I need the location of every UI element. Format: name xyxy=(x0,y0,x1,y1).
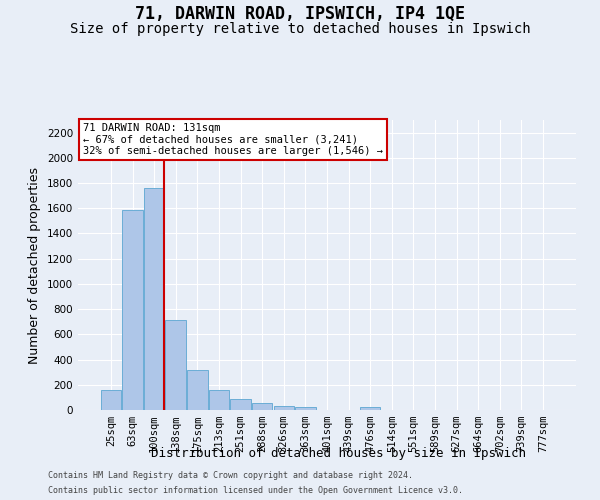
Text: 71, DARWIN ROAD, IPSWICH, IP4 1QE: 71, DARWIN ROAD, IPSWICH, IP4 1QE xyxy=(135,5,465,23)
Bar xyxy=(360,408,380,410)
Bar xyxy=(274,406,294,410)
Text: Contains public sector information licensed under the Open Government Licence v3: Contains public sector information licen… xyxy=(48,486,463,495)
Bar xyxy=(101,390,121,410)
Bar xyxy=(230,398,251,410)
Bar xyxy=(252,403,272,410)
Bar xyxy=(166,320,186,410)
Text: Size of property relative to detached houses in Ipswich: Size of property relative to detached ho… xyxy=(70,22,530,36)
Bar xyxy=(187,370,208,410)
Bar xyxy=(144,188,164,410)
Text: Contains HM Land Registry data © Crown copyright and database right 2024.: Contains HM Land Registry data © Crown c… xyxy=(48,471,413,480)
Y-axis label: Number of detached properties: Number of detached properties xyxy=(28,166,41,364)
Bar xyxy=(209,390,229,410)
Text: Distribution of detached houses by size in Ipswich: Distribution of detached houses by size … xyxy=(151,448,527,460)
Text: 71 DARWIN ROAD: 131sqm
← 67% of detached houses are smaller (3,241)
32% of semi-: 71 DARWIN ROAD: 131sqm ← 67% of detached… xyxy=(83,123,383,156)
Bar xyxy=(122,210,143,410)
Bar xyxy=(295,407,316,410)
